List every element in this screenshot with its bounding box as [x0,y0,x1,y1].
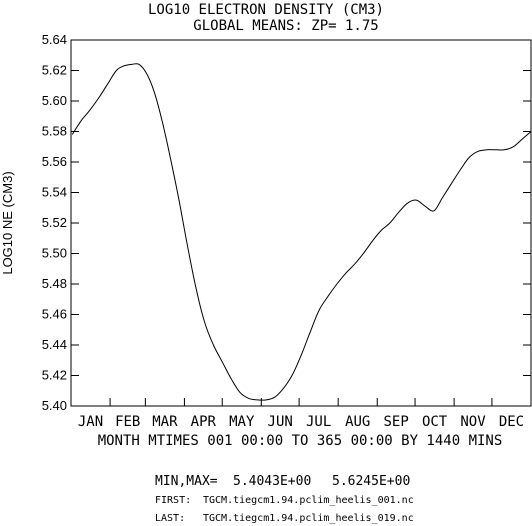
y-tick-label: 5.62 [42,63,67,78]
y-tick-label: 5.50 [42,246,67,261]
min-value: 5.4043E+00 [233,474,311,489]
x-tick-label: SEP [384,414,409,430]
y-axis-label: LOG10 NE (CM3) [0,171,15,274]
minmax-line: MIN,MAX= 5.4043E+00 5.6245E+00 [155,474,410,489]
y-tick-label: 5.46 [42,307,67,322]
x-tick-label: APR [191,414,217,430]
x-tick-label: DEC [499,414,524,430]
last-label: LAST: [155,513,185,524]
y-tick-label: 5.52 [42,215,67,230]
y-axis: 5.40 5.42 5.44 5.46 5.48 5.50 5.52 5.54 5.56 5.58… [42,32,531,413]
y-tick-label: 5.42 [42,368,67,383]
series-line [71,63,532,401]
x-tick-label: NOV [460,414,486,430]
y-tick-label: 5.40 [42,398,67,413]
x-tick-label: OCT [422,414,448,430]
plot-frame [70,39,532,407]
last-file: TGCM.tiegcm1.94.pclim_heelis_019.nc [203,513,414,524]
chart-subtitle: GLOBAL MEANS: ZP= 1.75 [193,18,378,34]
x-axis: JAN FEB MAR APR MAY JUN JUL AUG SEP OCT NOV DEC [70,398,532,430]
y-tick-label: 5.48 [42,276,67,291]
y-tick-label: 5.60 [42,93,67,108]
last-file-line: LAST: TGCM.tiegcm1.94.pclim_heelis_019.n… [155,513,414,524]
y-tick-label: 5.56 [42,154,67,169]
y-tick-label: 5.58 [42,124,67,139]
minmax-label: MIN,MAX= [155,474,218,489]
chart-title: LOG10 ELECTRON DENSITY (CM3) [148,2,384,18]
x-tick-label: JUL [306,414,331,430]
x-tick-label: AUG [345,414,370,430]
y-tick-label: 5.54 [42,185,67,200]
first-file: TGCM.tiegcm1.94.pclim_heelis_001.nc [203,495,414,506]
x-tick-label: FEB [115,414,140,430]
x-tick-label: JUN [268,414,293,430]
y-tick-label: 5.44 [42,337,67,352]
x-axis-label: MONTH MTIMES 001 00:00 TO 365 00:00 BY 1… [98,433,503,449]
x-tick-label: MAR [152,414,178,430]
max-value: 5.6245E+00 [332,474,410,489]
x-tick-label: MAY [229,414,255,430]
first-file-line: FIRST: TGCM.tiegcm1.94.pclim_heelis_001.… [155,495,414,506]
first-label: FIRST: [155,495,191,506]
y-tick-label: 5.64 [42,32,67,47]
x-tick-label: JAN [78,414,103,430]
